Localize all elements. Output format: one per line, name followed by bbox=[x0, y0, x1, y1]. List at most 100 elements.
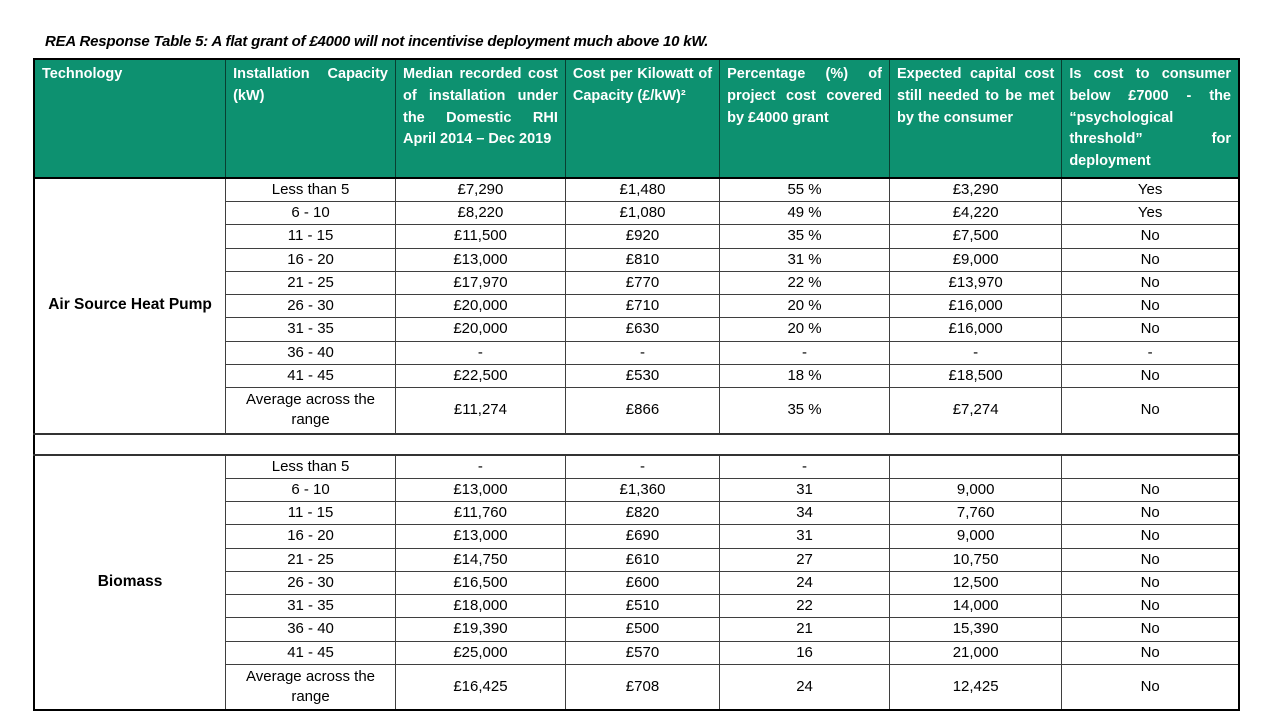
spacer-cell bbox=[33, 432, 1240, 456]
capacity-cell: 36 - 40 bbox=[225, 340, 396, 365]
value-cell: 31 bbox=[719, 524, 890, 549]
capacity-cell: 21 - 25 bbox=[225, 547, 396, 572]
value-cell: 21 bbox=[719, 617, 890, 642]
column-header: Is cost to consumer below £7000 - the “p… bbox=[1061, 58, 1240, 179]
table-row: 31 - 35 £18,000 £510 22 14,000 No bbox=[34, 593, 1240, 619]
capacity-cell: 31 - 35 bbox=[225, 593, 396, 619]
value-cell: £22,500 bbox=[394, 363, 566, 389]
value-cell: 31 % bbox=[719, 247, 890, 272]
value-cell: £920 bbox=[564, 224, 721, 249]
value-cell: 14,000 bbox=[888, 593, 1063, 619]
value-cell: £1,480 bbox=[564, 177, 721, 202]
value-cell: £13,000 bbox=[394, 247, 566, 272]
value-cell: 27 bbox=[719, 547, 890, 572]
value-cell: 21,000 bbox=[888, 640, 1063, 665]
capacity-cell: 41 - 45 bbox=[225, 363, 396, 389]
value-cell: 35 % bbox=[719, 224, 890, 249]
value-cell: Yes bbox=[1061, 200, 1240, 226]
table-row: 11 - 15 £11,760 £820 34 7,760 No bbox=[34, 500, 1240, 526]
capacity-cell: Average across the range bbox=[225, 387, 396, 434]
column-header: Percentage (%) of project cost covered b… bbox=[719, 58, 890, 179]
table-row: 21 - 25 £17,970 £770 22 % £13,970 No bbox=[34, 270, 1240, 296]
value-cell: £20,000 bbox=[394, 317, 566, 342]
value-cell: £630 bbox=[564, 317, 721, 342]
value-cell: £3,290 bbox=[888, 177, 1063, 202]
value-cell: £16,425 bbox=[394, 663, 566, 711]
value-cell: £16,000 bbox=[888, 293, 1063, 319]
value-cell: 12,500 bbox=[888, 570, 1063, 596]
value-cell: £4,220 bbox=[888, 200, 1063, 226]
value-cell: £9,000 bbox=[888, 247, 1063, 272]
table-row: 16 - 20 £13,000 £810 31 % £9,000 No bbox=[34, 247, 1240, 272]
value-cell: £13,000 bbox=[394, 524, 566, 549]
value-cell: 7,760 bbox=[888, 500, 1063, 526]
value-cell: 9,000 bbox=[888, 477, 1063, 503]
capacity-cell: Less than 5 bbox=[225, 454, 396, 479]
value-cell: 22 bbox=[719, 593, 890, 619]
value-cell: No bbox=[1061, 224, 1240, 249]
value-cell: £16,500 bbox=[394, 570, 566, 596]
value-cell: £11,760 bbox=[394, 500, 566, 526]
capacity-cell: 16 - 20 bbox=[225, 524, 396, 549]
value-cell: £18,000 bbox=[394, 593, 566, 619]
value-cell: £866 bbox=[564, 387, 721, 434]
capacity-cell: 6 - 10 bbox=[225, 200, 396, 226]
value-cell: - bbox=[888, 340, 1063, 365]
capacity-cell: Less than 5 bbox=[225, 177, 396, 202]
value-cell: No bbox=[1061, 500, 1240, 526]
value-cell: 24 bbox=[719, 570, 890, 596]
capacity-cell: 11 - 15 bbox=[225, 500, 396, 526]
value-cell: £17,970 bbox=[394, 270, 566, 296]
header-row: Technology Installation Capacity (kW) Medi… bbox=[33, 58, 1240, 179]
value-cell: 18 % bbox=[719, 363, 890, 389]
value-cell: £500 bbox=[564, 617, 721, 642]
value-cell: Yes bbox=[1061, 177, 1240, 202]
capacity-cell: 21 - 25 bbox=[225, 270, 396, 296]
table-row: 41 - 45 £22,500 £530 18 % £18,500 No bbox=[34, 363, 1240, 389]
value-cell: £7,290 bbox=[394, 177, 566, 202]
value-cell: No bbox=[1061, 547, 1240, 572]
value-cell: £20,000 bbox=[394, 293, 566, 319]
column-header: Expected capital cost still needed to be… bbox=[888, 58, 1063, 179]
value-cell: £710 bbox=[564, 293, 721, 319]
value-cell: No bbox=[1061, 363, 1240, 389]
column-header: Median recorded cost of installation und… bbox=[394, 58, 566, 179]
column-header: Technology bbox=[33, 58, 227, 179]
value-cell: No bbox=[1061, 247, 1240, 272]
capacity-cell: 41 - 45 bbox=[225, 640, 396, 665]
value-cell: £610 bbox=[564, 547, 721, 572]
value-cell: No bbox=[1061, 317, 1240, 342]
value-cell: - bbox=[1061, 340, 1240, 365]
value-cell: No bbox=[1061, 617, 1240, 642]
value-cell: No bbox=[1061, 387, 1240, 434]
table-row: Average across the range £11,274 £866 35 % £… bbox=[34, 387, 1240, 434]
value-cell: £19,390 bbox=[394, 617, 566, 642]
value-cell: 20 % bbox=[719, 293, 890, 319]
value-cell: 12,425 bbox=[888, 663, 1063, 711]
capacity-cell: 16 - 20 bbox=[225, 247, 396, 272]
value-cell: 34 bbox=[719, 500, 890, 526]
technology-cell: Biomass bbox=[33, 454, 227, 711]
value-cell: No bbox=[1061, 524, 1240, 549]
capacity-cell: 11 - 15 bbox=[225, 224, 396, 249]
value-cell: £530 bbox=[564, 363, 721, 389]
value-cell: No bbox=[1061, 477, 1240, 503]
table-row: 11 - 15 £11,500 £920 35 % £7,500 No bbox=[34, 224, 1240, 249]
value-cell: £7,274 bbox=[888, 387, 1063, 434]
value-cell bbox=[888, 454, 1063, 479]
value-cell: £690 bbox=[564, 524, 721, 549]
section-spacer-row bbox=[33, 432, 1240, 456]
table-row: 26 - 30 £20,000 £710 20 % £16,000 No bbox=[34, 293, 1240, 319]
capacity-cell: Average across the range bbox=[225, 663, 396, 711]
value-cell: No bbox=[1061, 640, 1240, 665]
table-row: Biomass Less than 5--- bbox=[33, 454, 1240, 711]
value-cell: £570 bbox=[564, 640, 721, 665]
capacity-cell: 36 - 40 bbox=[225, 617, 396, 642]
value-cell: - bbox=[719, 340, 890, 365]
table-body: Air Source Heat Pump Less than 5 £7,290 £1,… bbox=[33, 177, 1240, 711]
value-cell: No bbox=[1061, 593, 1240, 619]
value-cell: £1,080 bbox=[564, 200, 721, 226]
value-cell: - bbox=[564, 454, 721, 479]
table-title: REA Response Table 5: A flat grant of £4… bbox=[45, 33, 709, 50]
value-cell: £13,000 bbox=[394, 477, 566, 503]
